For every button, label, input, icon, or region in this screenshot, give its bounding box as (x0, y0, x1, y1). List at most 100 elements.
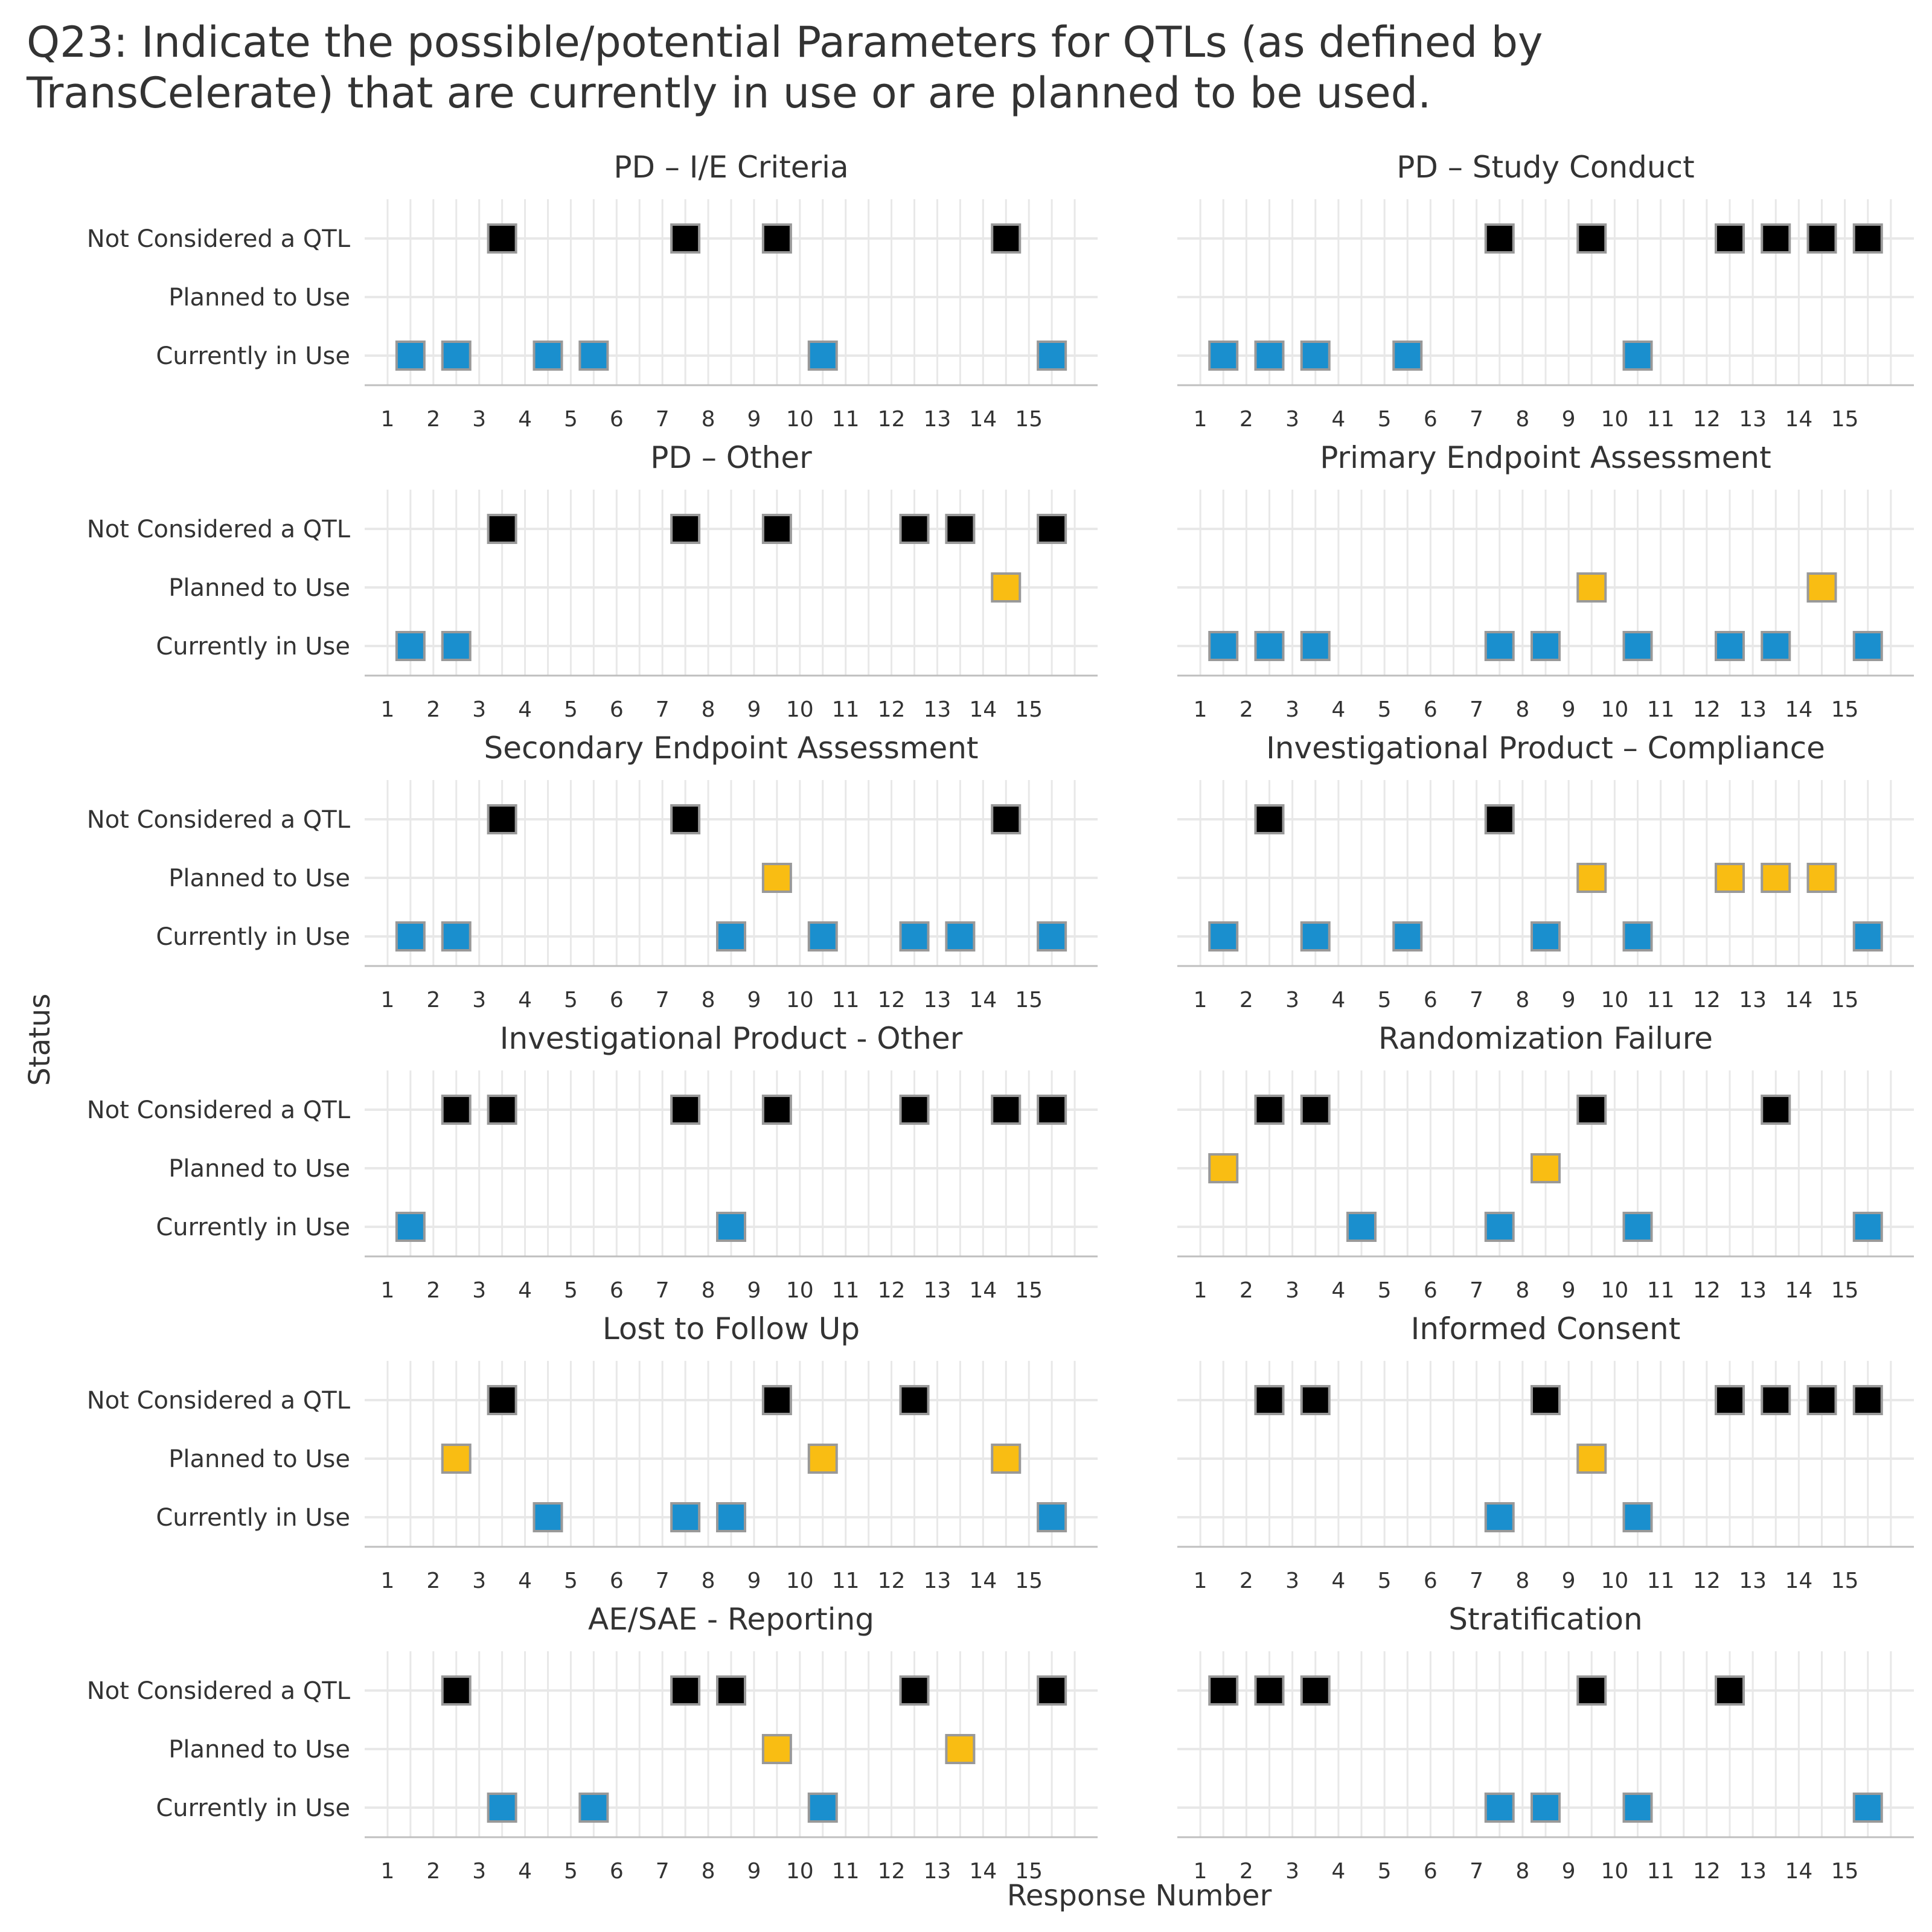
x-tick-label: 3 (1285, 1569, 1299, 1593)
point-planned-to-use (807, 1444, 838, 1474)
x-tick-label: 14 (1785, 988, 1812, 1012)
x-tick-label: 15 (1015, 697, 1043, 722)
point-not-considered-a-qtl (441, 1675, 472, 1706)
x-tick-label: 9 (747, 1278, 761, 1303)
x-tick-label: 3 (472, 1859, 486, 1884)
facet-title: Investigational Product - Other (500, 1021, 963, 1056)
x-tick-label: 6 (1424, 1278, 1438, 1303)
x-tick-label: 8 (1515, 697, 1529, 722)
x-tick-label: 14 (1785, 407, 1812, 432)
y-category-label: Not Considered a QTL (87, 1677, 351, 1705)
facet-title: Secondary Endpoint Assessment (484, 731, 978, 766)
point-currently-in-use (807, 921, 838, 952)
x-tick-label: 1 (380, 697, 394, 722)
x-tick-label: 9 (747, 697, 761, 722)
point-currently-in-use (1715, 631, 1745, 661)
point-currently-in-use (899, 921, 930, 952)
chart-title-line-1: Q23: Indicate the possible/potential Par… (27, 18, 1543, 67)
point-currently-in-use (807, 341, 838, 371)
point-currently-in-use (1208, 631, 1239, 661)
point-currently-in-use (578, 1793, 609, 1823)
x-tick-label: 6 (1424, 407, 1438, 432)
point-currently-in-use (1852, 921, 1883, 952)
point-not-considered-a-qtl (899, 514, 930, 544)
point-not-considered-a-qtl (1852, 223, 1883, 254)
x-tick-label: 2 (426, 988, 440, 1012)
point-currently-in-use (1300, 921, 1331, 952)
x-tick-label: 11 (1647, 407, 1675, 432)
x-tick-label: 1 (1194, 1859, 1208, 1884)
x-tick-label: 5 (564, 407, 578, 432)
x-tick-label: 11 (832, 697, 860, 722)
point-not-considered-a-qtl (991, 1095, 1022, 1125)
x-tick-label: 10 (786, 1278, 814, 1303)
x-tick-label: 11 (832, 1278, 860, 1303)
x-tick-label: 5 (1378, 1859, 1392, 1884)
x-tick-label: 10 (1601, 988, 1628, 1012)
point-not-considered-a-qtl (670, 1095, 701, 1125)
x-tick-label: 4 (1331, 1859, 1345, 1884)
point-currently-in-use (1392, 341, 1423, 371)
x-tick-label: 6 (610, 1278, 624, 1303)
point-currently-in-use (533, 341, 563, 371)
point-currently-in-use (1622, 1502, 1653, 1532)
x-tick-label: 13 (1739, 1569, 1767, 1593)
x-tick-label: 10 (786, 407, 814, 432)
point-currently-in-use (533, 1502, 563, 1532)
x-tick-label: 4 (518, 1859, 532, 1884)
y-category-label: Planned to Use (168, 284, 350, 312)
x-tick-label: 13 (924, 1278, 952, 1303)
x-tick-label: 7 (1470, 1859, 1483, 1884)
y-category-label: Planned to Use (168, 1155, 350, 1183)
x-tick-label: 1 (380, 1859, 394, 1884)
point-currently-in-use (1852, 1212, 1883, 1242)
x-tick-label: 6 (1424, 1859, 1438, 1884)
point-not-considered-a-qtl (670, 223, 701, 254)
point-not-considered-a-qtl (1576, 1095, 1607, 1125)
point-not-considered-a-qtl (1254, 804, 1285, 834)
x-tick-label: 8 (1515, 1278, 1529, 1303)
point-not-considered-a-qtl (1806, 223, 1837, 254)
x-tick-label: 5 (1378, 1278, 1392, 1303)
point-planned-to-use (1576, 863, 1607, 893)
facet-title: Informed Consent (1411, 1311, 1681, 1346)
x-tick-label: 12 (878, 1859, 906, 1884)
x-tick-label: 7 (656, 1569, 670, 1593)
point-currently-in-use (578, 341, 609, 371)
point-planned-to-use (945, 1734, 976, 1764)
x-tick-label: 12 (878, 407, 906, 432)
x-tick-label: 13 (1739, 1278, 1767, 1303)
point-not-considered-a-qtl (1715, 223, 1745, 254)
point-currently-in-use (1037, 921, 1067, 952)
facet-title: Stratification (1448, 1602, 1642, 1637)
x-tick-label: 9 (747, 407, 761, 432)
point-currently-in-use (1622, 631, 1653, 661)
x-tick-label: 3 (1285, 988, 1299, 1012)
x-tick-label: 8 (702, 1569, 715, 1593)
x-tick-label: 11 (1647, 1569, 1675, 1593)
point-currently-in-use (1037, 341, 1067, 371)
point-currently-in-use (395, 921, 426, 952)
point-not-considered-a-qtl (670, 514, 701, 544)
point-not-considered-a-qtl (1761, 1385, 1791, 1415)
x-tick-label: 14 (1785, 1859, 1812, 1884)
point-not-considered-a-qtl (487, 514, 517, 544)
point-planned-to-use (991, 1444, 1022, 1474)
x-tick-label: 12 (878, 1278, 906, 1303)
x-tick-label: 4 (1331, 697, 1345, 722)
facet-title: Lost to Follow Up (603, 1311, 860, 1346)
facet-title: Randomization Failure (1378, 1021, 1713, 1056)
x-tick-label: 9 (747, 1859, 761, 1884)
x-tick-label: 13 (924, 988, 952, 1012)
point-not-considered-a-qtl (761, 223, 792, 254)
point-currently-in-use (395, 631, 426, 661)
x-tick-label: 4 (1331, 988, 1345, 1012)
x-tick-label: 13 (924, 697, 952, 722)
x-tick-label: 9 (1562, 1278, 1576, 1303)
x-tick-label: 10 (786, 1859, 814, 1884)
point-currently-in-use (1254, 631, 1285, 661)
point-currently-in-use (1254, 341, 1285, 371)
x-tick-label: 2 (1239, 988, 1253, 1012)
